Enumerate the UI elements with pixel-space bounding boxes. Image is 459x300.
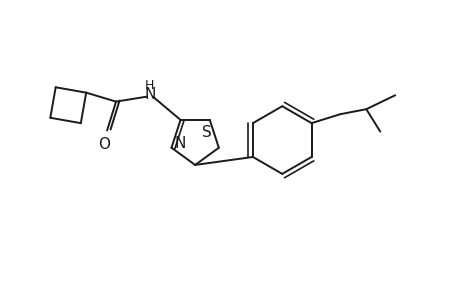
Text: N: N xyxy=(144,87,155,102)
Text: O: O xyxy=(98,137,110,152)
Text: H: H xyxy=(145,79,154,92)
Text: S: S xyxy=(202,125,212,140)
Text: N: N xyxy=(174,136,186,151)
